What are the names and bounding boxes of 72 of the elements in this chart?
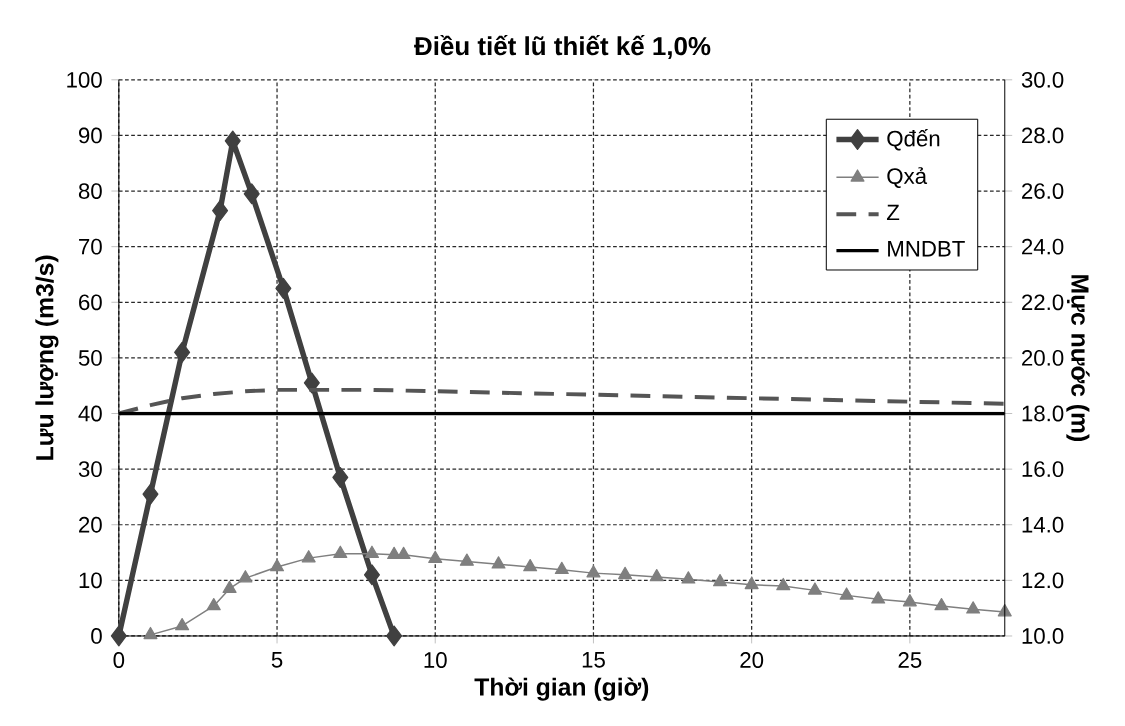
point <box>174 341 191 363</box>
point <box>238 570 253 583</box>
point <box>243 183 260 205</box>
y-tick-label: 20 <box>79 516 102 533</box>
point <box>712 574 728 587</box>
y2-tick-label: 16.0 <box>1022 461 1064 478</box>
y-tick-label: 100 <box>67 71 102 88</box>
y2-tick-label: 30.0 <box>1021 71 1064 88</box>
y-tick-label: 0 <box>91 628 102 644</box>
point <box>776 577 791 591</box>
point <box>807 582 822 595</box>
y2-tick-label: 20.0 <box>1022 350 1064 366</box>
point <box>428 550 443 563</box>
y2-tick-label: 22.0 <box>1022 294 1064 311</box>
point <box>618 566 633 580</box>
point <box>839 587 854 600</box>
y2-tick-label: 18.0 <box>1022 405 1064 422</box>
point <box>934 597 949 611</box>
point <box>142 483 159 505</box>
point <box>871 591 886 604</box>
x-tick-label: 15 <box>582 652 605 668</box>
point <box>110 625 127 647</box>
point <box>175 617 190 631</box>
point <box>902 594 917 607</box>
point <box>364 545 379 558</box>
x-tick-label: 5 <box>271 652 283 668</box>
point <box>332 466 349 488</box>
point <box>301 550 316 563</box>
legend-label: Qđến <box>887 129 940 151</box>
legend-label: Qxả <box>887 167 928 188</box>
y2-tick-label: 28.0 <box>1022 127 1064 144</box>
point <box>206 597 221 611</box>
point <box>681 571 696 584</box>
point <box>386 625 403 647</box>
point <box>649 569 664 582</box>
point <box>491 556 506 569</box>
y2-tick-label: 26.0 <box>1022 183 1064 199</box>
y2-tick-label: 24.0 <box>1022 238 1064 255</box>
point <box>222 580 237 594</box>
point <box>275 277 292 299</box>
point <box>554 561 569 575</box>
y-tick-label: 60 <box>79 294 102 311</box>
point <box>363 564 380 586</box>
x-tick-label: 0 <box>113 652 125 668</box>
point <box>744 576 759 590</box>
point <box>143 626 158 640</box>
y-tick-label: 40 <box>78 405 102 422</box>
y2-tick-label: 14.0 <box>1022 516 1064 533</box>
point <box>459 553 474 566</box>
point <box>270 558 285 572</box>
y-tick-label: 30 <box>78 461 102 478</box>
x-axis-title: Thời gian (giờ) <box>474 677 649 701</box>
y-tick-label: 90 <box>78 127 102 144</box>
x-tick-label: 20 <box>740 652 764 668</box>
legend-label: Z <box>886 204 900 221</box>
y-tick-label: 80 <box>78 183 102 199</box>
y-tick-label: 10 <box>79 572 102 589</box>
chart-title: Điều tiết lũ thiết kế 1,0% <box>414 35 711 60</box>
y2-tick-label: 12.0 <box>1022 572 1064 589</box>
point <box>523 558 538 572</box>
y-axis-title: Lưu lượng (m3/s) <box>35 255 59 460</box>
y2-tick-label: 10.0 <box>1022 628 1064 644</box>
point <box>333 545 348 558</box>
y2-axis-title: Mực nước (m) <box>1066 275 1090 441</box>
point <box>586 565 601 578</box>
legend-label: MNDBT <box>888 241 965 257</box>
y-tick-label: 70 <box>79 238 102 255</box>
x-tick-label: 10 <box>424 652 447 668</box>
y-tick-label: 50 <box>78 350 102 366</box>
x-tick-label: 25 <box>898 652 922 668</box>
point <box>966 601 981 614</box>
point <box>212 200 229 222</box>
